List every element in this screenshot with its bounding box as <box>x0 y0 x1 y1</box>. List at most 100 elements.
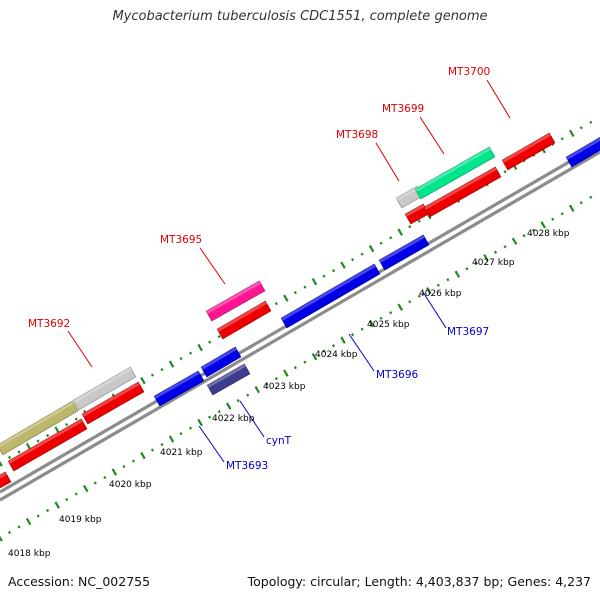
minor-tick <box>246 393 250 397</box>
minor-tick <box>417 294 421 298</box>
reverse-gene-label: MT3693 <box>226 460 268 472</box>
major-tick <box>397 228 403 236</box>
minor-tick <box>103 475 107 480</box>
feature-highlight <box>8 419 83 464</box>
major-tick <box>540 221 546 229</box>
minor-tick <box>322 349 326 353</box>
reverse-gene-label: MT3697 <box>447 326 489 338</box>
minor-tick <box>360 327 364 331</box>
reverse-gene-feature <box>378 234 430 271</box>
minor-tick <box>408 225 412 229</box>
feature-highlight <box>281 264 376 321</box>
minor-tick <box>589 120 593 124</box>
scale-label: 4026 kbp <box>419 289 462 299</box>
major-tick <box>111 468 118 476</box>
major-tick <box>197 343 203 352</box>
scale-label: 4019 kbp <box>59 515 102 525</box>
minor-tick <box>150 448 155 452</box>
feature-highlight <box>415 147 491 192</box>
forward-gene-feature <box>7 418 88 472</box>
minor-tick <box>503 245 507 249</box>
major-tick <box>311 352 318 361</box>
minor-tick <box>150 373 155 377</box>
minor-tick <box>303 360 307 364</box>
minor-tick <box>503 170 507 174</box>
minor-tick <box>351 333 355 337</box>
minor-tick <box>217 410 221 414</box>
minor-tick <box>389 311 393 315</box>
labels: 4018 kbp 4019 kbp 4020 kbp 4021 kbp 4022 kbp… <box>8 66 570 559</box>
minor-tick <box>65 497 69 502</box>
forward-gene-feature <box>205 280 266 322</box>
minor-tick <box>179 357 183 361</box>
forward-gene-label: MT3698 <box>336 129 378 141</box>
minor-tick <box>274 377 278 381</box>
minor-tick <box>293 291 297 295</box>
minor-tick <box>46 508 50 513</box>
minor-tick <box>379 316 383 320</box>
forward-gene-feature <box>216 300 272 340</box>
feature-highlight <box>73 367 132 403</box>
feature-highlight <box>217 301 267 332</box>
minor-tick <box>589 195 593 199</box>
minor-tick <box>417 219 421 223</box>
minor-tick <box>93 481 97 485</box>
major-tick <box>225 402 232 410</box>
major-tick <box>511 237 518 245</box>
minor-tick <box>360 252 364 256</box>
major-tick <box>140 451 146 460</box>
feature-highlight <box>396 186 419 201</box>
forward-gene-label: MT3695 <box>160 234 202 246</box>
scale-ticks <box>0 120 593 542</box>
major-tick <box>0 460 3 467</box>
feature-highlight <box>201 347 237 370</box>
forward-gene-label: MT3699 <box>382 103 424 115</box>
major-tick <box>83 484 89 493</box>
reverse-gene-feature <box>565 137 600 168</box>
minor-tick <box>293 366 297 370</box>
minor-tick <box>331 344 336 348</box>
minor-tick <box>189 426 193 430</box>
major-tick <box>340 261 346 269</box>
major-tick <box>426 287 432 295</box>
minor-tick <box>560 212 564 216</box>
major-tick <box>168 360 175 368</box>
forward-gene-feature <box>81 381 145 425</box>
minor-tick <box>7 455 12 460</box>
map-title: Mycobacterium tuberculosis CDC1551, comp… <box>112 9 488 24</box>
major-tick <box>254 385 261 394</box>
scale-label: 4028 kbp <box>527 229 570 239</box>
feature-highlight <box>379 235 425 263</box>
reverse-gene-feature <box>200 346 242 378</box>
forward-gene-feature <box>423 166 502 218</box>
major-tick <box>283 369 289 377</box>
major-tick <box>454 270 461 278</box>
minor-tick <box>131 459 135 463</box>
minor-tick <box>160 367 164 372</box>
minor-tick <box>65 422 69 427</box>
minor-tick <box>331 269 336 273</box>
feature-highlight <box>405 204 425 217</box>
feature-highlight <box>566 137 600 160</box>
major-tick <box>140 376 146 385</box>
minor-tick <box>122 464 126 469</box>
minor-tick <box>579 201 583 205</box>
feature-highlight <box>207 364 246 388</box>
major-tick <box>197 418 203 427</box>
reverse-gene-label: MT3696 <box>376 369 419 381</box>
minor-tick <box>236 399 240 403</box>
feature-highlight <box>424 167 497 210</box>
minor-tick <box>36 514 40 518</box>
scale-label: 4021 kbp <box>160 448 203 458</box>
backbone <box>0 142 600 502</box>
minor-tick <box>74 417 78 421</box>
minor-tick <box>160 442 164 447</box>
minor-tick <box>189 351 193 355</box>
major-tick <box>568 204 575 212</box>
major-tick <box>368 245 375 253</box>
forward-gene-label: MT3700 <box>448 66 490 78</box>
minor-tick <box>532 228 536 232</box>
scale-label: 4020 kbp <box>109 480 152 490</box>
minor-tick <box>179 432 183 436</box>
